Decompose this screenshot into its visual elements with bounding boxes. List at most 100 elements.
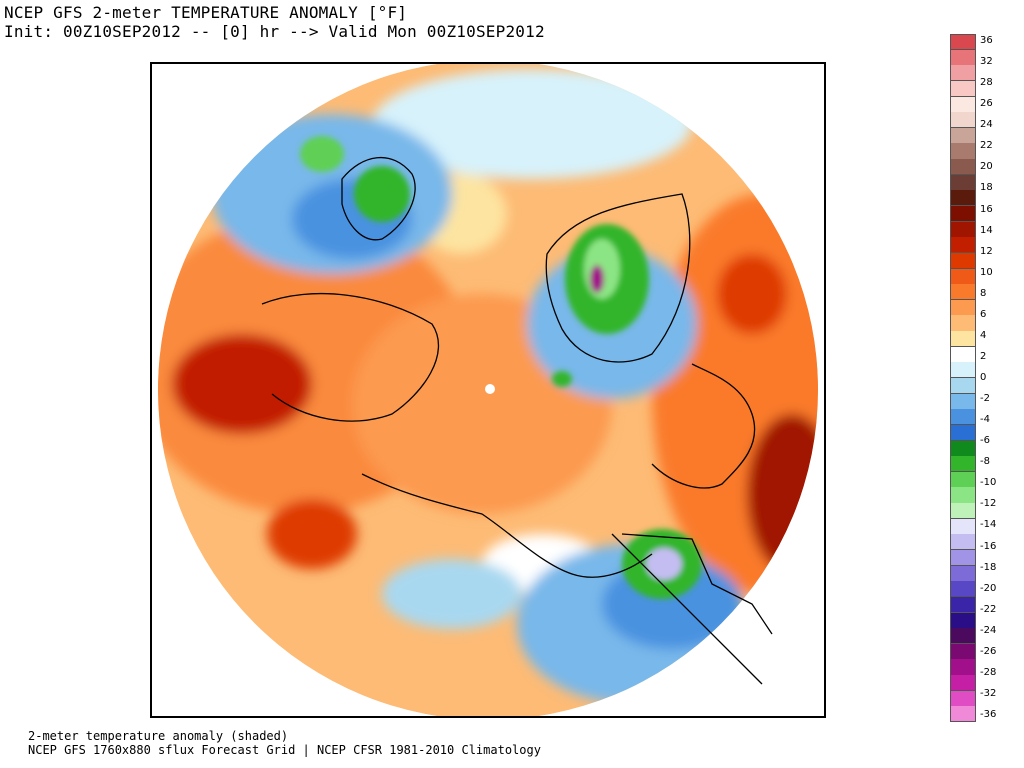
color-scale-cell <box>950 706 976 723</box>
color-scale-cell <box>950 643 976 660</box>
color-scale-cell <box>950 221 976 238</box>
color-scale-cell <box>950 331 976 348</box>
color-scale-cell <box>950 596 976 614</box>
color-scale-label: 20 <box>980 161 993 173</box>
color-scale-cell <box>950 378 976 395</box>
color-scale-cell <box>950 206 976 223</box>
cold-pocket-canada <box>552 371 572 387</box>
color-scale-label: 26 <box>980 98 993 110</box>
color-scale-cell <box>950 49 976 66</box>
color-scale-label: -22 <box>980 603 997 615</box>
extreme-cold-greenland <box>590 265 604 293</box>
color-scale-cell <box>950 34 976 51</box>
polar-map <box>158 64 818 716</box>
coastline-alaska <box>621 533 773 635</box>
anomaly-field <box>158 64 818 716</box>
chart-subtitle: Init: 00Z10SEP2012 -- [0] hr --> Valid M… <box>4 22 545 41</box>
border-alaska-canada <box>611 533 763 685</box>
cold-core-green-scandinavia <box>354 166 410 222</box>
color-scale-label: 22 <box>980 140 993 152</box>
color-scale-cell <box>950 80 976 98</box>
north-pole-marker <box>485 384 495 394</box>
color-scale-cell <box>950 65 976 82</box>
color-scale-label: -26 <box>980 645 997 657</box>
color-scale-label: 6 <box>980 308 987 320</box>
color-scale-label: -32 <box>980 687 997 699</box>
color-scale-cell <box>950 190 976 207</box>
color-scale-cell <box>950 409 976 426</box>
color-scale-cell <box>950 174 976 191</box>
hot-spot-southwest <box>267 499 357 569</box>
color-scale-cell <box>950 628 976 645</box>
cold-core-lavender-alaska <box>646 548 682 580</box>
color-scale-label: 28 <box>980 77 993 89</box>
coastlines <box>261 157 773 685</box>
color-scale-cell <box>950 143 976 160</box>
color-scale-label: -2 <box>980 393 990 405</box>
color-scale-cell <box>950 112 976 129</box>
color-scale-cell <box>950 299 976 316</box>
color-scale-label: 18 <box>980 182 993 194</box>
color-scale-cell <box>950 237 976 254</box>
color-scale-bar <box>950 34 976 723</box>
color-scale-label: 16 <box>980 203 993 215</box>
color-scale-cell <box>950 690 976 707</box>
footer-caption: 2-meter temperature anomaly (shaded) <box>28 729 289 743</box>
color-scale-cell <box>950 675 976 692</box>
color-scale-cell <box>950 534 976 551</box>
cool-anomaly-south <box>382 559 522 629</box>
color-scale-label: 36 <box>980 35 993 46</box>
color-scale-label: -24 <box>980 624 997 636</box>
color-scale-cell <box>950 393 976 410</box>
color-scale-cell <box>950 456 976 473</box>
hot-spot-west <box>172 334 312 434</box>
color-scale-label: -36 <box>980 709 997 720</box>
color-scale-cell <box>950 315 976 332</box>
color-scale-cell <box>950 659 976 676</box>
color-scale-cell <box>950 581 976 598</box>
color-scale-cell <box>950 346 976 363</box>
color-scale-cell <box>950 96 976 113</box>
coastline-siberia <box>261 292 440 422</box>
color-scale-cell <box>950 127 976 144</box>
color-scale-label: 14 <box>980 224 993 236</box>
coastline-scandinavia <box>341 157 416 241</box>
color-scale-cell <box>950 471 976 488</box>
cold-core-green-north <box>300 136 344 172</box>
color-scale-cell <box>950 487 976 504</box>
color-scale-label: 10 <box>980 266 993 278</box>
chart-title: NCEP GFS 2-meter TEMPERATURE ANOMALY [°F… <box>4 3 408 22</box>
color-scale-cell <box>950 565 976 582</box>
color-scale-label: 2 <box>980 350 987 362</box>
near-zero-top <box>372 69 692 179</box>
footer-source: NCEP GFS 1760x880 sflux Forecast Grid | … <box>28 743 541 757</box>
color-scale-cell <box>950 424 976 442</box>
color-scale-label: -14 <box>980 519 997 531</box>
coastline-canadian-archipelago <box>651 363 756 489</box>
color-scale-cell <box>950 440 976 457</box>
cold-core-lightgreen-greenland <box>584 239 620 299</box>
color-scale-label: 32 <box>980 56 993 68</box>
color-scale-label: -10 <box>980 477 997 489</box>
color-scale-cell <box>950 284 976 301</box>
color-scale-label: 24 <box>980 119 993 131</box>
color-scale-label: 0 <box>980 372 987 383</box>
color-scale-label: -28 <box>980 666 997 678</box>
color-scale-cell <box>950 550 976 567</box>
color-scale-label: 4 <box>980 329 987 341</box>
color-scale-label: -12 <box>980 498 997 510</box>
hot-spot-northeast <box>717 254 787 334</box>
color-scale-label: -6 <box>980 435 990 447</box>
coastline-arctic-south <box>361 473 653 578</box>
color-scale-label: 8 <box>980 287 987 299</box>
color-scale-cell <box>950 252 976 270</box>
color-scale-cell <box>950 159 976 176</box>
map-frame <box>150 62 826 718</box>
color-scale-label: 12 <box>980 245 993 257</box>
color-scale-label: -4 <box>980 414 990 426</box>
color-scale-label: -16 <box>980 540 997 552</box>
color-scale-label: -8 <box>980 456 990 468</box>
color-scale-label: -20 <box>980 582 997 594</box>
color-scale-cell <box>950 503 976 520</box>
color-scale-cell <box>950 612 976 629</box>
